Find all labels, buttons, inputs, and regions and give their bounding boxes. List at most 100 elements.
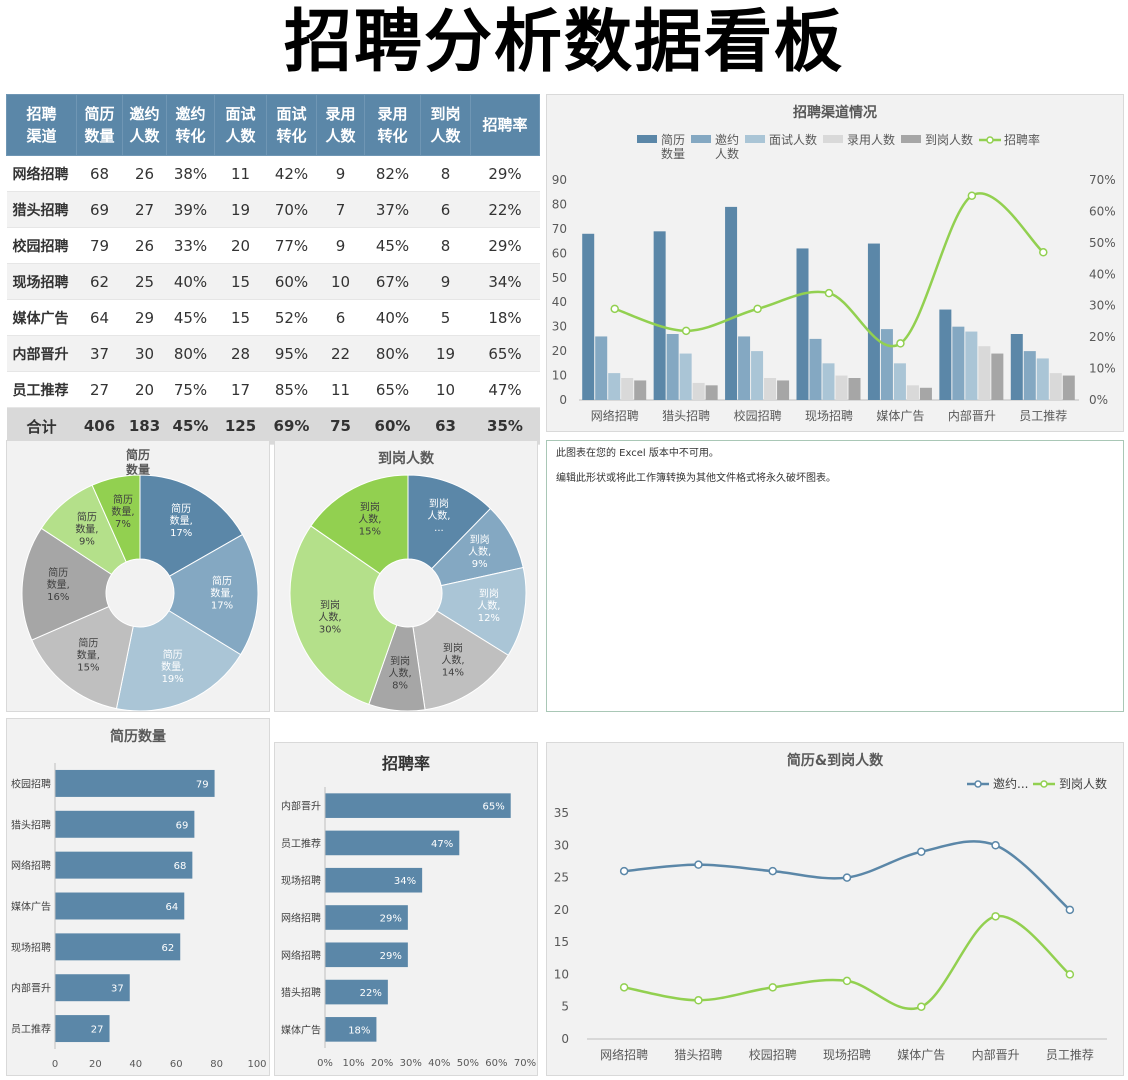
y-tick-label: 5 [561,1000,569,1014]
table-row: 猎头招聘 69 27 39% 19 70% 7 37% 6 22% [6,191,540,228]
y-tick-label: 60 [552,246,567,260]
slice-label: 简历 [77,511,97,524]
category-label: 现场招聘 [281,874,321,887]
bar [965,331,978,400]
legend-swatch [691,135,711,143]
rate-point [753,304,762,314]
pie-slice [168,533,259,656]
slice-label: 到岗 [360,501,380,513]
bar [55,851,193,879]
bar [848,378,861,400]
total-cell: 75 [316,407,365,445]
table-header-cell: 简历 数量 [76,94,123,156]
table-cell: 25 [122,263,167,300]
bar [978,346,991,400]
series-point [842,873,852,882]
slice-label: 数量, [210,586,233,599]
slice-label: 数量, [47,578,70,591]
table-cell: 8 [420,155,471,192]
channel-name-cell: 媒体广告 [6,299,77,336]
category-label: 校园招聘 [11,777,51,790]
table-cell: 8 [420,227,471,264]
bar [893,363,906,400]
table-cell: 17 [214,371,267,408]
bar [55,933,181,961]
legend-swatch [823,135,843,143]
slice-label: 12% [478,613,500,624]
table-cell: 7 [316,191,365,228]
x-tick-label: 员工推荐 [1019,409,1067,423]
chart-title: 数量 [126,462,150,477]
x-tick-label: 60 [170,1059,183,1070]
bar-value-label: 65% [482,802,504,813]
pie-slice [310,474,409,575]
table-cell: 10 [420,371,471,408]
table-cell: 45% [166,299,215,336]
bar [325,867,423,893]
category-label: 员工推荐 [11,1023,51,1036]
bar [1010,334,1023,400]
category-label: 猎头招聘 [281,986,321,999]
series-point [991,912,1000,921]
bar [880,329,893,400]
category-label: 网络招聘 [281,912,321,925]
table-cell: 77% [266,227,317,264]
channel-name-cell: 猎头招聘 [6,191,77,228]
category-label: 媒体广告 [11,900,51,913]
y-tick-label: 40 [552,295,567,309]
slice-label: 数量, [170,514,193,527]
slice-label: 人数, [441,654,464,667]
y-tick-label: 20 [554,903,569,917]
bar [325,979,388,1005]
table-cell: 5 [420,299,471,336]
x-tick-label: 0% [317,1058,333,1069]
table-header-cell: 面试 转化 [266,94,317,156]
y-tick-label: 50 [552,271,567,285]
table-cell: 10 [316,263,365,300]
chart-title: 招聘率 [382,754,430,773]
bar [55,769,215,797]
onboard-donut-chart: 到岗人数到岗人数,...到岗人数,9%到岗人数,12%到岗人数,14%到岗人数,… [289,450,527,712]
legend-label: 面试人数 [769,132,817,147]
x-tick-label: 70% [514,1058,536,1069]
unavailable-chart-placeholder[interactable] [546,440,1124,712]
bar [325,942,408,968]
x-tick-label: 30% [400,1058,422,1069]
table-header-cell: 面试 人数 [214,94,267,156]
table-cell: 65% [470,335,540,372]
table-cell: 11 [214,155,267,192]
table-cell: 80% [364,335,421,372]
x-tick-label: 内部晋升 [948,408,996,423]
chart-title: 招聘渠道情况 [793,104,877,121]
table-row: 内部晋升 37 30 80% 28 95% 22 80% 19 65% [6,335,540,372]
series-point [694,860,703,869]
table-cell: 6 [316,299,365,336]
table-row: 现场招聘 62 25 40% 15 60% 10 67% 9 34% [6,263,540,300]
bar [1049,373,1062,400]
table-cell: 39% [166,191,215,228]
bar [55,974,130,1002]
table-cell: 82% [364,155,421,192]
y2-tick-label: 50% [1089,236,1116,250]
y-tick-label: 80 [552,197,567,211]
category-label: 媒体广告 [281,1023,321,1036]
bar [725,206,738,400]
total-cell: 35% [470,407,540,445]
bar [919,387,932,400]
x-tick-label: 员工推荐 [1046,1048,1094,1062]
slice-label: 15% [359,526,381,537]
x-tick-label: 40% [428,1058,450,1069]
table-cell: 85% [266,371,317,408]
bar [55,1015,110,1043]
table-row: 校园招聘 79 26 33% 20 77% 9 45% 8 29% [6,227,540,264]
table-row: 员工推荐 27 20 75% 17 85% 11 65% 10 47% [6,371,540,408]
legend-dot-marker [986,136,994,144]
slice-label: 简历 [48,566,68,579]
slice-label: 人数, [427,509,450,522]
pie-slice [436,566,527,656]
x-tick-label: 猎头招聘 [674,1048,722,1062]
slice-label: 7% [115,519,131,530]
table-cell: 26 [122,155,167,192]
bar [325,793,511,818]
bar-value-label: 68 [174,861,187,872]
